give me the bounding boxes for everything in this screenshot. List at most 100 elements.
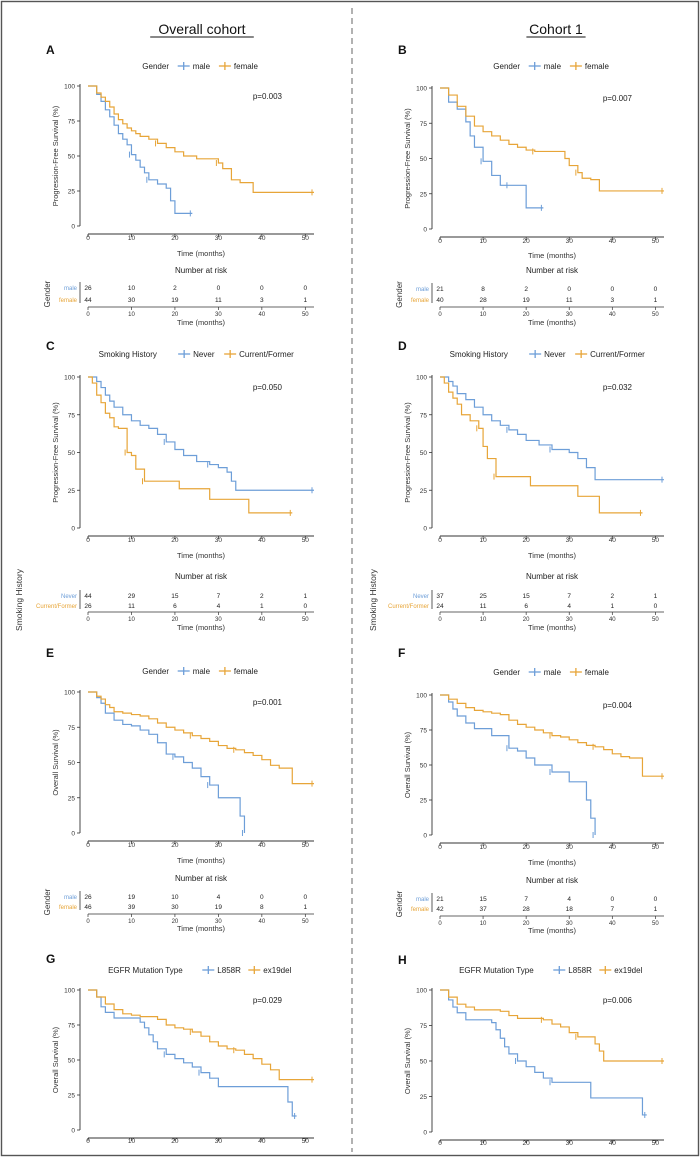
legend-entry: L858R bbox=[217, 966, 241, 975]
row-group-label-2: Smoking History bbox=[368, 568, 378, 631]
risk-count: 28 bbox=[523, 906, 531, 913]
x-tick-label: 30 bbox=[215, 537, 223, 544]
legend-entry: female bbox=[585, 62, 610, 71]
y-tick-label: 25 bbox=[420, 488, 428, 495]
risk-x-axis-label: Time (months) bbox=[177, 623, 226, 632]
x-tick-label: 10 bbox=[128, 235, 136, 242]
legend: Gender male female bbox=[142, 667, 258, 676]
risk-count: 46 bbox=[84, 904, 92, 911]
x-tick-label: 50 bbox=[302, 842, 310, 849]
risk-x-tick-label: 40 bbox=[259, 312, 266, 318]
risk-x-tick-label: 30 bbox=[566, 312, 573, 318]
y-axis-label: Progression-Free Survival (%) bbox=[51, 105, 60, 206]
row-group-label-1: Smoking History bbox=[14, 568, 24, 631]
panel-letter: F bbox=[398, 646, 405, 660]
risk-x-axis-label: Time (months) bbox=[528, 623, 577, 632]
risk-count: 0 bbox=[260, 894, 264, 901]
risk-count: 3 bbox=[610, 297, 614, 304]
x-tick-label: 30 bbox=[566, 844, 574, 851]
risk-x-tick-label: 0 bbox=[438, 617, 442, 623]
x-tick-label: 20 bbox=[523, 537, 531, 544]
risk-x-tick-label: 30 bbox=[215, 919, 222, 925]
panel-letter: E bbox=[46, 646, 54, 660]
risk-x-tick-label: 50 bbox=[302, 312, 309, 318]
y-tick-label: 25 bbox=[68, 1093, 76, 1100]
x-tick-label: 0 bbox=[86, 842, 90, 849]
panel-letter: D bbox=[398, 339, 407, 353]
x-tick-label: 40 bbox=[258, 235, 266, 242]
panel-D: D Smoking History Never Current/Former 0 25 50… bbox=[388, 339, 664, 632]
risk-x-tick-label: 30 bbox=[215, 617, 222, 623]
legend-title: Gender bbox=[493, 668, 520, 677]
x-tick-label: 40 bbox=[609, 238, 617, 245]
y-tick-label: 25 bbox=[420, 1094, 428, 1101]
risk-count: 0 bbox=[654, 603, 658, 610]
risk-count: 11 bbox=[215, 297, 222, 304]
risk-count: 29 bbox=[128, 593, 136, 600]
risk-count: 6 bbox=[524, 603, 528, 610]
legend-entry: male bbox=[544, 62, 562, 71]
series-line-female bbox=[88, 85, 314, 193]
legend: Gender male female bbox=[493, 62, 609, 71]
legend-entry: female bbox=[585, 668, 610, 677]
y-axis-label: Progression-Free Survival (%) bbox=[403, 402, 412, 503]
risk-count: 0 bbox=[303, 894, 307, 901]
p-value: p=0.032 bbox=[603, 383, 633, 392]
risk-x-tick-label: 10 bbox=[128, 312, 135, 318]
y-tick-label: 25 bbox=[420, 191, 428, 198]
risk-x-tick-label: 40 bbox=[609, 617, 616, 623]
risk-x-tick-label: 0 bbox=[86, 617, 90, 623]
x-tick-label: 50 bbox=[302, 1138, 310, 1145]
x-tick-label: 50 bbox=[652, 844, 660, 851]
x-tick-label: 10 bbox=[479, 1140, 487, 1147]
risk-count: 11 bbox=[128, 603, 135, 610]
y-tick-label: 100 bbox=[416, 693, 427, 700]
y-axis-label: Overall Survival (%) bbox=[51, 1026, 60, 1093]
x-tick-label: 10 bbox=[128, 537, 136, 544]
risk-x-tick-label: 50 bbox=[302, 617, 309, 623]
risk-row-label: Current/Former bbox=[388, 604, 429, 610]
column-title-2: Cohort 1 bbox=[529, 21, 583, 37]
risk-x-tick-label: 10 bbox=[128, 617, 135, 623]
legend-entry: ex19del bbox=[263, 966, 291, 975]
risk-count: 39 bbox=[128, 904, 136, 911]
risk-row-label: Current/Former bbox=[36, 604, 77, 610]
legend-entry: L858R bbox=[568, 966, 592, 975]
y-tick-label: 0 bbox=[423, 227, 427, 234]
y-axis-label: Overall Survival (%) bbox=[51, 729, 60, 796]
risk-table-title: Number at risk bbox=[526, 266, 579, 275]
risk-x-axis-label: Time (months) bbox=[177, 924, 226, 933]
risk-x-tick-label: 20 bbox=[172, 919, 179, 925]
risk-count: 7 bbox=[524, 896, 528, 903]
x-tick-label: 40 bbox=[609, 1140, 617, 1147]
risk-count: 7 bbox=[567, 593, 571, 600]
y-tick-label: 100 bbox=[416, 86, 427, 93]
risk-x-tick-label: 10 bbox=[480, 312, 487, 318]
x-tick-label: 50 bbox=[652, 537, 660, 544]
series-line-female bbox=[88, 691, 314, 785]
y-tick-label: 25 bbox=[68, 795, 76, 802]
y-tick-label: 25 bbox=[68, 189, 76, 196]
panel-letter: H bbox=[398, 953, 407, 967]
risk-count: 40 bbox=[436, 297, 444, 304]
y-tick-label: 100 bbox=[64, 988, 75, 995]
risk-count: 3 bbox=[260, 297, 264, 304]
risk-count: 26 bbox=[84, 285, 92, 292]
risk-count: 44 bbox=[84, 593, 92, 600]
y-tick-label: 75 bbox=[68, 1023, 76, 1030]
x-tick-label: 20 bbox=[171, 537, 179, 544]
legend-title: Gender bbox=[493, 62, 520, 71]
x-tick-label: 0 bbox=[438, 844, 442, 851]
column-title-1: Overall cohort bbox=[158, 21, 245, 37]
risk-count: 0 bbox=[567, 286, 571, 293]
risk-count: 7 bbox=[610, 906, 614, 913]
series-line-female bbox=[440, 87, 664, 192]
risk-count: 30 bbox=[171, 904, 179, 911]
risk-x-tick-label: 0 bbox=[86, 312, 90, 318]
risk-count: 0 bbox=[610, 286, 614, 293]
risk-count: 2 bbox=[610, 593, 614, 600]
